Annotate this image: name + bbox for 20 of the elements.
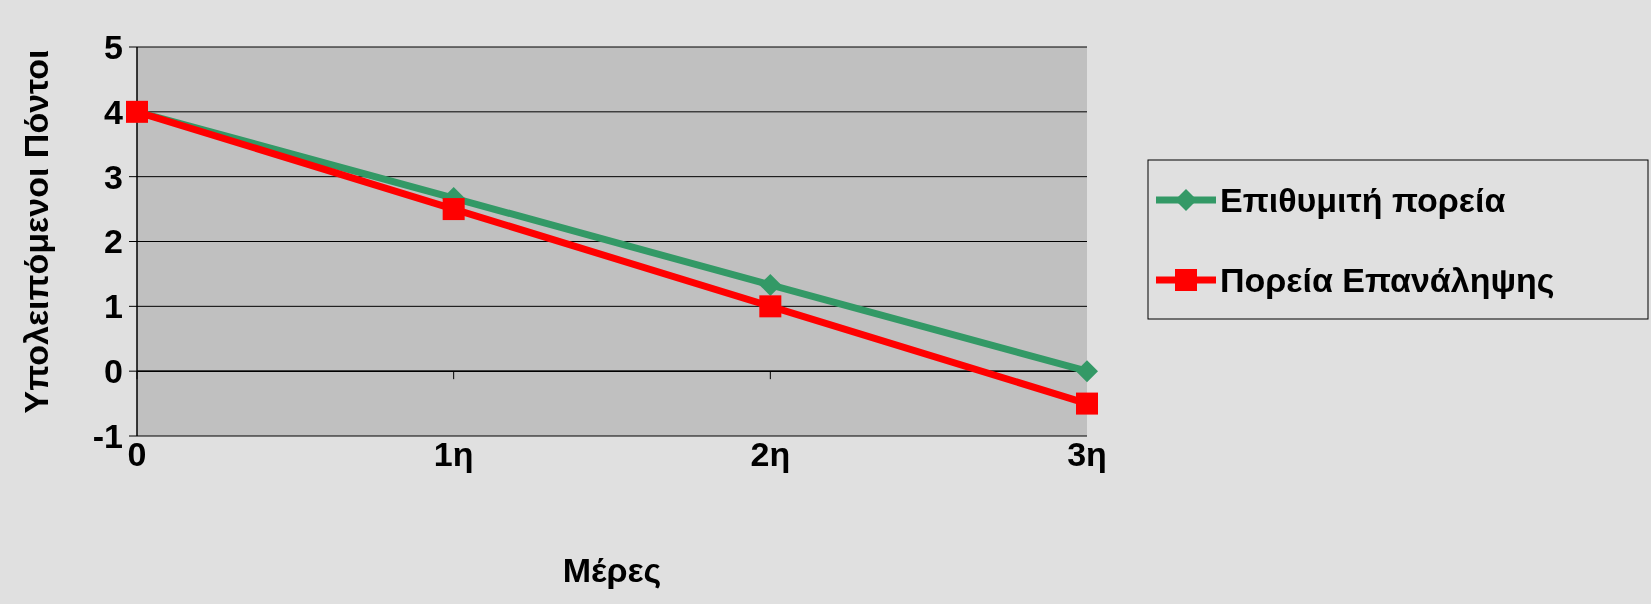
legend-label: Πορεία Επανάληψης xyxy=(1220,260,1555,299)
point xyxy=(1076,392,1098,415)
x-tick-label: 3η xyxy=(1067,435,1107,473)
point xyxy=(759,273,782,296)
x-tick-label: 2η xyxy=(750,435,791,473)
x-tick-label: 0 xyxy=(127,435,147,473)
legend-label: Επιθυμιτή πορεία xyxy=(1220,180,1506,219)
y-tick-label: 4 xyxy=(104,92,124,131)
point xyxy=(1076,360,1098,383)
y-tick-label: 3 xyxy=(104,157,123,196)
point xyxy=(759,295,782,318)
y-tick-label: 1 xyxy=(104,287,123,326)
y-axis-title: Υπολειπόμενοι Πόντοι xyxy=(17,49,55,414)
x-tick-label: 1η xyxy=(433,435,474,473)
x-axis-title: Μέρες xyxy=(562,551,662,589)
point xyxy=(442,198,465,221)
y-tick-label: -1 xyxy=(92,416,123,455)
y-tick-label: 0 xyxy=(104,352,123,391)
y-tick-label: 2 xyxy=(104,222,123,261)
y-tick-label: 5 xyxy=(104,27,123,66)
